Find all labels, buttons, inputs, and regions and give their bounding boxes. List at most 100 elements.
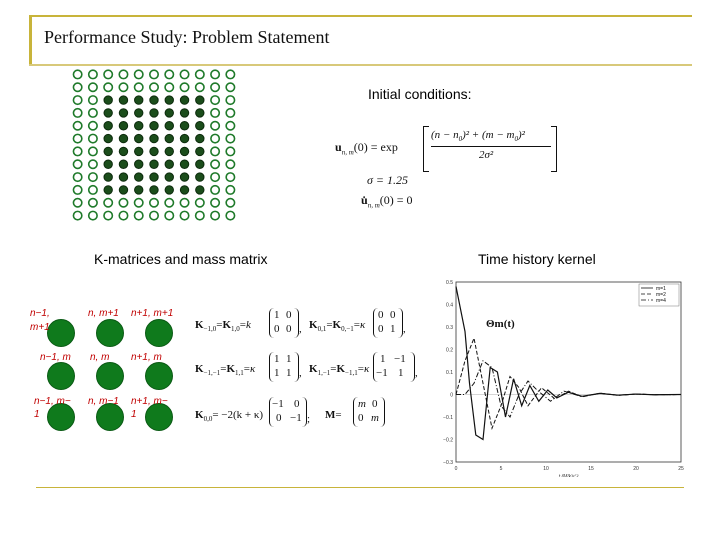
y-tick-label: 0.1 xyxy=(446,370,453,376)
comma-1: , xyxy=(299,323,302,335)
lattice-dot xyxy=(103,197,114,208)
lattice-dot xyxy=(164,210,175,221)
fraction-bar xyxy=(431,146,551,147)
lattice-dot xyxy=(87,210,98,221)
lattice-dot xyxy=(134,133,144,144)
y-tick-label: 0.2 xyxy=(446,348,453,354)
lattice-dot xyxy=(87,95,98,106)
lattice-dot xyxy=(118,121,129,131)
y-tick-label: 0.5 xyxy=(446,280,453,286)
lattice-dot xyxy=(103,185,113,195)
lattice-dot xyxy=(179,121,190,131)
lattice-dot xyxy=(164,121,174,131)
lattice-dot xyxy=(225,107,236,118)
x-tick-label: 20 xyxy=(633,466,639,472)
legend-box xyxy=(638,283,680,307)
legend-label: m=4 xyxy=(656,298,666,304)
lattice-dot xyxy=(149,159,159,169)
lattice-dot xyxy=(210,184,221,195)
lattice-dot xyxy=(194,210,205,221)
lattice-dot xyxy=(87,107,98,118)
lattice-dot xyxy=(103,159,113,169)
lattice-dot xyxy=(164,133,174,144)
lattice-dot xyxy=(134,185,144,195)
lattice-dot xyxy=(103,95,113,105)
comma-2: , xyxy=(403,323,406,335)
lattice-dot xyxy=(149,121,159,131)
lattice-dot xyxy=(195,172,205,182)
lattice-dot xyxy=(149,133,159,144)
node-n-1-m-1 xyxy=(47,403,75,431)
label-bl2: 1 xyxy=(34,409,40,420)
lattice-dot xyxy=(134,95,144,105)
lattice-dot xyxy=(72,120,83,131)
denominator: 2σ² xyxy=(479,149,494,161)
lattice-dot xyxy=(118,210,129,221)
lattice-dot xyxy=(72,210,83,221)
lattice-dot xyxy=(72,82,83,93)
lattice-dot xyxy=(179,210,190,221)
lattice-dot xyxy=(134,172,144,182)
series-line-m=1 xyxy=(455,286,682,441)
y-tick-label: 0.3 xyxy=(446,325,453,331)
lattice-dot xyxy=(87,82,98,93)
node-n+1-m xyxy=(145,362,173,390)
lattice-dot xyxy=(225,210,236,221)
x-tick-label: 0 xyxy=(455,466,458,472)
top-rule xyxy=(29,15,692,17)
lattice-grid-figure xyxy=(72,69,236,221)
node-n+1-m-1 xyxy=(145,403,173,431)
lattice-dot xyxy=(87,146,98,157)
lattice-dot xyxy=(133,197,144,208)
lattice-dot xyxy=(210,172,221,183)
matrix-k1m1: 1 −1 −1 1 xyxy=(373,352,415,382)
lattice-dot xyxy=(195,146,205,157)
lattice-dot xyxy=(164,82,175,93)
lattice-dot xyxy=(225,69,236,80)
label-bl: n−1, m− xyxy=(34,396,71,407)
lattice-dot xyxy=(149,172,159,182)
lattice-dot xyxy=(225,146,236,157)
lattice-dot xyxy=(194,197,205,208)
lattice-dot xyxy=(194,69,205,80)
lattice-dot xyxy=(87,172,98,183)
comma-3: , xyxy=(299,367,302,379)
lattice-dot xyxy=(210,120,221,131)
lattice-dot xyxy=(72,133,83,144)
lattice-dot xyxy=(87,120,98,131)
series-line-m=4 xyxy=(456,359,682,418)
lattice-dot xyxy=(118,108,129,118)
lattice-dot xyxy=(87,69,98,80)
lattice-dot xyxy=(133,210,144,221)
y-tick-label: 0.4 xyxy=(446,303,453,309)
lattice-dot xyxy=(118,69,129,80)
initial-conditions-label: Initial conditions: xyxy=(368,86,472,102)
lattice-dot xyxy=(210,69,221,80)
numerator: (n − n0)² + (m − m0)² xyxy=(431,129,525,144)
lattice-dot xyxy=(118,146,129,157)
lattice-dot xyxy=(225,159,236,170)
lattice-dot xyxy=(164,172,174,182)
lattice-dot xyxy=(72,172,83,183)
y-tick-label: −0.3 xyxy=(443,460,453,466)
lattice-dot xyxy=(72,146,83,157)
lattice-dot xyxy=(164,185,174,195)
node-n+1-m+1 xyxy=(145,319,173,347)
lattice-dot xyxy=(225,172,236,183)
lattice-dot xyxy=(179,197,190,208)
lattice-dot xyxy=(72,184,83,195)
lattice-dot xyxy=(87,184,98,195)
mass-row: M= xyxy=(325,409,342,421)
k00-row: K0,0= −2(k + κ) xyxy=(195,409,264,424)
legend-label: m=1 xyxy=(656,286,666,292)
node-n-1-m xyxy=(47,362,75,390)
lattice-dot xyxy=(179,185,190,195)
lattice-dot xyxy=(195,159,205,169)
lattice-dot xyxy=(164,197,175,208)
lattice-dot xyxy=(225,133,236,144)
lattice-dot xyxy=(195,108,205,118)
right-paren xyxy=(551,126,557,172)
lattice-dot xyxy=(118,95,129,105)
